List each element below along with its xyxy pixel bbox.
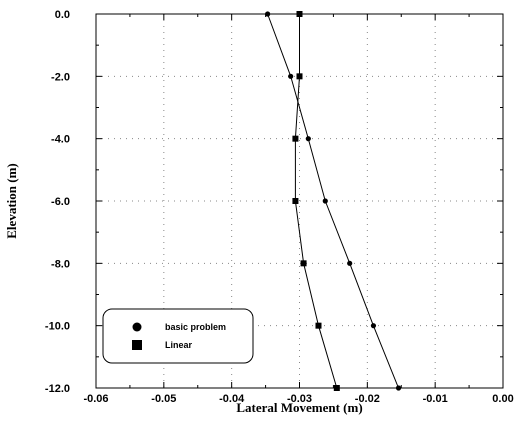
legend-marker-basic-problem xyxy=(132,322,142,332)
data-point-linear xyxy=(292,135,299,142)
data-point-basic-problem xyxy=(265,11,271,17)
y-tick-label: -10.0 xyxy=(45,321,70,333)
data-point-linear xyxy=(296,11,303,17)
grid-lines xyxy=(96,14,503,388)
data-point-basic-problem xyxy=(305,136,311,142)
data-point-basic-problem xyxy=(322,198,328,204)
data-point-linear xyxy=(300,260,307,267)
legend-label-linear: Linear xyxy=(165,340,193,350)
data-point-basic-problem xyxy=(395,385,402,391)
data-point-basic-problem xyxy=(288,73,294,79)
y-tick-label: -8.0 xyxy=(51,258,70,270)
y-tick-label: -12.0 xyxy=(45,383,70,395)
data-series xyxy=(265,11,402,391)
x-tick-labels: -0.06 -0.05 -0.04 -0.03 -0.02 -0.01 0.00 xyxy=(83,393,513,405)
legend-label-basic-problem: basic problem xyxy=(165,322,226,332)
data-point-linear xyxy=(292,198,299,204)
x-tick-label: -0.05 xyxy=(151,393,176,405)
data-point-linear xyxy=(296,73,303,80)
legend: basic problem Linear xyxy=(102,308,254,364)
legend-box xyxy=(102,308,254,364)
y-tick-label: -6.0 xyxy=(51,196,70,208)
x-axis-title: Lateral Movement (m) xyxy=(236,400,362,415)
data-point-basic-problem xyxy=(347,260,353,266)
x-tick-label: -0.01 xyxy=(423,393,448,405)
x-tick-label: -0.04 xyxy=(219,393,245,405)
y-tick-label: -4.0 xyxy=(51,134,70,146)
axis-ticks xyxy=(95,13,504,389)
y-tick-label: 0.0 xyxy=(55,9,70,21)
y-axis-title: Elevation (m) xyxy=(4,163,19,238)
x-tick-label: -0.06 xyxy=(83,393,108,405)
y-tick-labels: 0.0 -2.0 -4.0 -6.0 -8.0 -10.0 -12.0 xyxy=(45,9,70,395)
data-point-basic-problem xyxy=(370,323,377,329)
x-tick-label: -0.03 xyxy=(287,393,312,405)
x-tick-label: 0.00 xyxy=(492,393,513,405)
data-point-linear xyxy=(315,322,322,329)
legend-marker-linear xyxy=(132,340,142,350)
x-tick-label: -0.02 xyxy=(355,393,380,405)
y-tick-label: -2.0 xyxy=(51,71,70,83)
data-point-linear xyxy=(333,385,340,391)
